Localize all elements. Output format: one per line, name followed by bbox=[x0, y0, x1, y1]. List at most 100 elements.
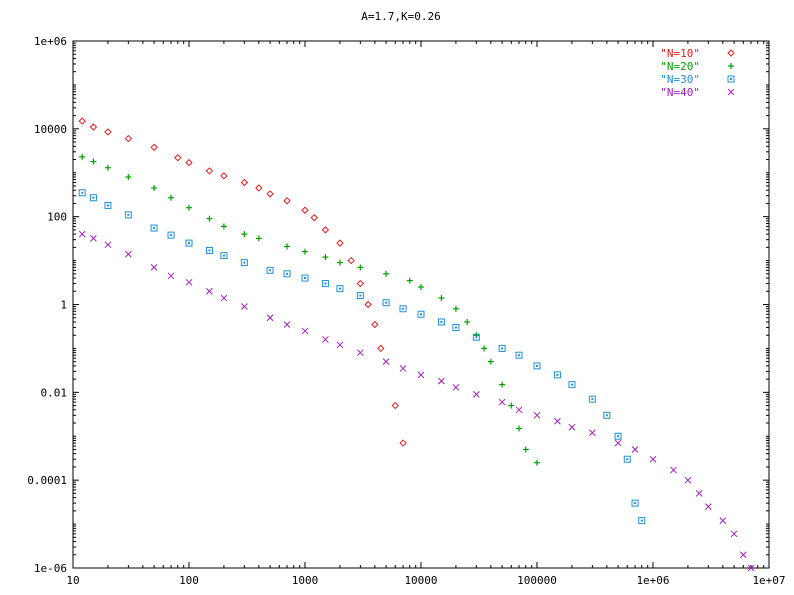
data-point bbox=[588, 429, 596, 437]
legend-marker bbox=[727, 75, 735, 83]
data-point bbox=[78, 189, 86, 197]
data-point bbox=[104, 241, 112, 249]
series-3 bbox=[78, 189, 646, 525]
data-point bbox=[406, 277, 413, 284]
data-point bbox=[220, 223, 227, 230]
data-point bbox=[124, 134, 133, 143]
y-tick-label: 10000 bbox=[34, 123, 67, 136]
data-point bbox=[438, 295, 445, 302]
series-layer bbox=[78, 117, 755, 572]
data-point bbox=[283, 321, 291, 328]
data-point bbox=[301, 274, 309, 282]
data-point bbox=[104, 128, 112, 136]
legend-label: "N=20" bbox=[660, 60, 700, 73]
data-point bbox=[89, 194, 97, 202]
tick-labels: 10 100 1000 10000 100000 1e+06 1e+07 1e-06 0.000… bbox=[27, 35, 785, 587]
data-point bbox=[695, 490, 703, 497]
data-point bbox=[301, 327, 309, 335]
data-point bbox=[481, 345, 488, 352]
data-point bbox=[614, 432, 622, 440]
data-point bbox=[472, 390, 480, 398]
data-point bbox=[487, 358, 494, 365]
data-point bbox=[418, 284, 424, 291]
data-point bbox=[603, 411, 611, 419]
data-point bbox=[205, 246, 213, 254]
x-tick-label: 100 bbox=[179, 574, 199, 587]
data-point bbox=[364, 300, 372, 309]
x-tick-label: 1e+06 bbox=[636, 574, 669, 587]
data-point bbox=[377, 344, 385, 353]
data-point bbox=[321, 280, 329, 288]
data-point bbox=[383, 270, 390, 277]
data-point bbox=[104, 164, 111, 171]
data-point bbox=[452, 383, 460, 391]
data-point bbox=[704, 503, 712, 510]
data-point bbox=[472, 333, 480, 341]
data-point bbox=[498, 344, 506, 352]
data-point bbox=[356, 292, 364, 300]
x-tick-label: 1e+07 bbox=[752, 574, 785, 587]
series-2 bbox=[79, 153, 540, 466]
data-point bbox=[125, 174, 132, 181]
data-point bbox=[124, 250, 132, 258]
data-point bbox=[150, 143, 158, 151]
data-point bbox=[356, 349, 364, 357]
data-point bbox=[220, 172, 228, 180]
data-point bbox=[336, 239, 344, 247]
data-point bbox=[78, 117, 86, 125]
y-tick-label: 1 bbox=[60, 299, 67, 312]
data-point bbox=[371, 320, 379, 329]
data-point bbox=[310, 213, 318, 222]
data-point bbox=[255, 235, 262, 242]
data-point bbox=[90, 235, 97, 242]
data-point bbox=[417, 371, 425, 379]
data-point bbox=[220, 252, 228, 260]
data-point bbox=[186, 204, 192, 211]
data-point bbox=[684, 476, 692, 484]
data-point bbox=[533, 411, 541, 419]
data-point bbox=[104, 201, 112, 209]
data-point bbox=[631, 499, 639, 507]
data-point bbox=[321, 226, 330, 234]
data-point bbox=[747, 564, 755, 572]
data-point bbox=[399, 439, 407, 447]
data-point bbox=[266, 266, 274, 274]
axis-ticks bbox=[72, 40, 770, 569]
data-point bbox=[568, 381, 576, 389]
data-point bbox=[553, 371, 561, 379]
data-point bbox=[241, 231, 248, 238]
data-point bbox=[185, 158, 193, 167]
data-point bbox=[336, 259, 343, 266]
legend-marker bbox=[727, 88, 735, 96]
x-tick-label: 10 bbox=[66, 574, 79, 587]
legend-marker bbox=[728, 63, 734, 69]
y-tick-label: 1e-06 bbox=[34, 562, 67, 575]
data-point bbox=[534, 459, 540, 466]
data-point bbox=[649, 455, 657, 463]
data-point bbox=[417, 310, 425, 318]
data-point bbox=[452, 323, 460, 331]
data-point bbox=[78, 230, 86, 238]
x-tick-label: 1000 bbox=[292, 574, 319, 587]
data-point bbox=[623, 455, 631, 463]
data-point bbox=[670, 466, 677, 474]
data-point bbox=[206, 215, 213, 222]
data-point bbox=[568, 423, 576, 431]
data-point bbox=[151, 184, 158, 191]
data-point bbox=[255, 184, 263, 192]
data-point bbox=[516, 425, 523, 432]
data-point bbox=[438, 377, 445, 385]
data-point bbox=[283, 197, 291, 205]
data-point bbox=[356, 279, 365, 288]
data-point bbox=[167, 272, 175, 280]
data-point bbox=[284, 243, 291, 250]
data-point bbox=[357, 264, 364, 271]
data-point bbox=[240, 303, 248, 310]
data-point bbox=[302, 248, 308, 255]
data-point bbox=[638, 517, 646, 525]
legend-label: "N=10" bbox=[660, 47, 700, 60]
y-tick-label: 0.01 bbox=[41, 386, 68, 399]
legend-marker bbox=[727, 49, 735, 57]
data-point bbox=[382, 299, 390, 307]
